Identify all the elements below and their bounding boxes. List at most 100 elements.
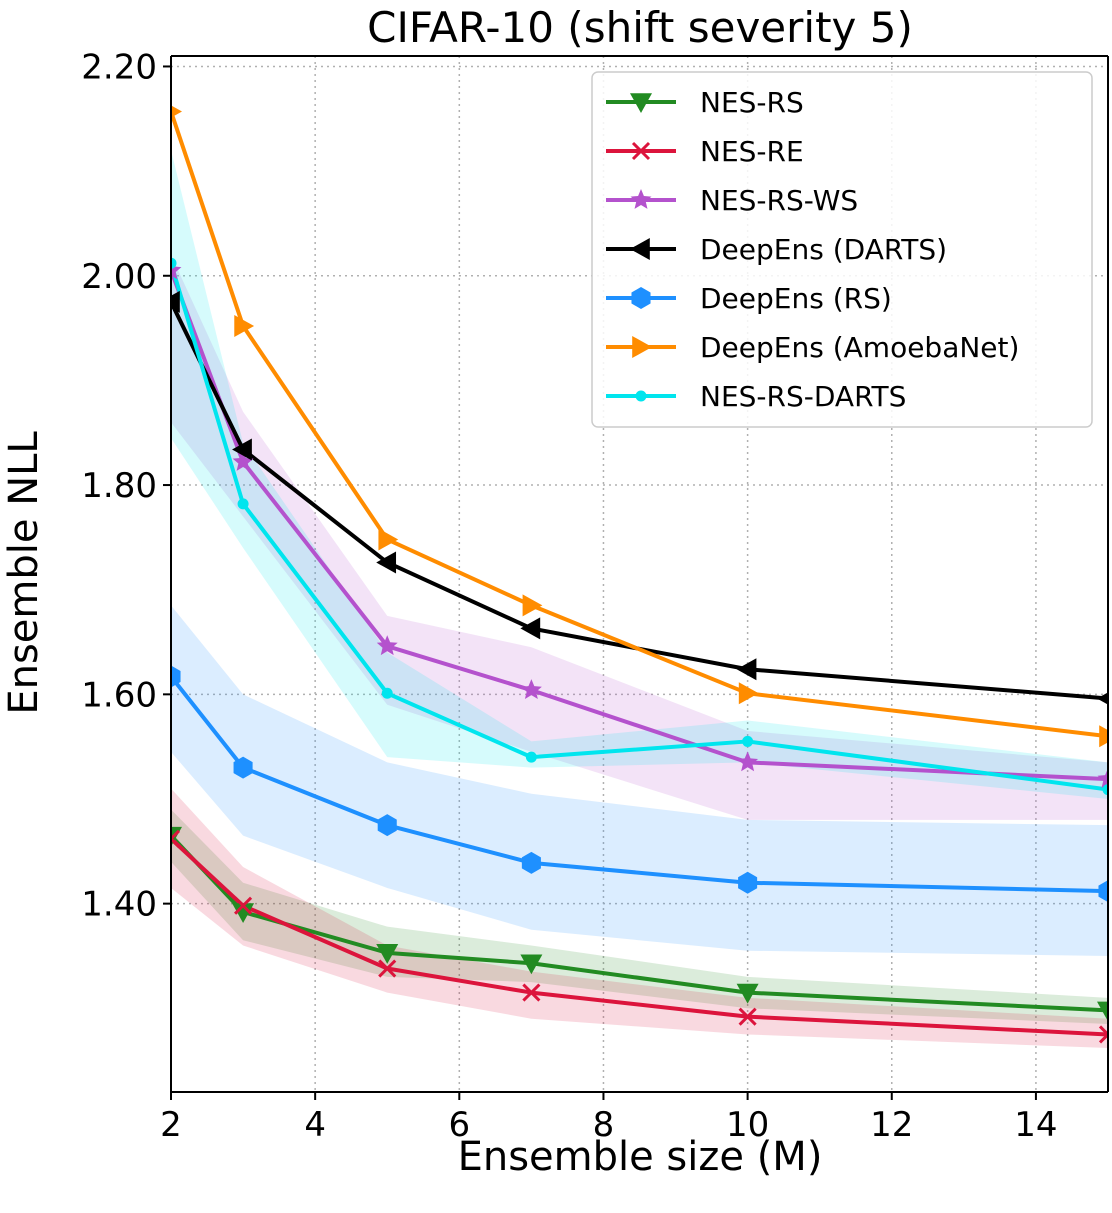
point-nes-re-stroke-b bbox=[378, 959, 397, 978]
legend-marker-nes-re bbox=[631, 141, 651, 161]
legend-entry-deepens-amoebanet: DeepEns (AmoebaNet) bbox=[606, 331, 1019, 364]
point-nes-rs-darts bbox=[381, 687, 393, 699]
point-deepens-darts bbox=[171, 290, 180, 313]
line-deepens-rs bbox=[171, 675, 1108, 894]
point-nes-rs-ws bbox=[1097, 768, 1108, 789]
y-tick-label: 1.60 bbox=[81, 675, 157, 715]
point-deepens-darts bbox=[736, 658, 757, 681]
point-nes-rs-darts bbox=[237, 498, 249, 510]
point-nes-re-stroke-b bbox=[234, 896, 253, 915]
legend-marker-nes-re-stroke-b bbox=[631, 141, 651, 161]
point-nes-re bbox=[738, 1007, 757, 1026]
y-tick-label: 1.40 bbox=[81, 885, 157, 925]
point-nes-re-stroke-b bbox=[738, 1007, 757, 1026]
point-deepens-amoebanet bbox=[738, 682, 759, 705]
point-nes-rs-ws bbox=[737, 751, 759, 772]
line-nes-rs-darts bbox=[171, 262, 1108, 792]
point-nes-re bbox=[1098, 1025, 1108, 1044]
point-nes-rs-ws bbox=[232, 451, 254, 471]
line-deepens-amoebanet bbox=[171, 110, 1108, 739]
y-tick-label: 2.20 bbox=[81, 47, 157, 87]
y-axis-title: Ensemble NLL bbox=[1, 431, 47, 715]
y-tick-label: 1.80 bbox=[81, 466, 157, 506]
legend-entry-deepens-darts: DeepEns (DARTS) bbox=[606, 233, 947, 266]
legend-label-nes-rs: NES-RS bbox=[700, 86, 804, 119]
legend-label-nes-rs-darts: NES-RS-DARTS bbox=[700, 380, 906, 413]
point-deepens-rs bbox=[738, 871, 758, 894]
point-deepens-amoebanet bbox=[234, 314, 255, 337]
legend-entry-nes-re: NES-RE bbox=[606, 135, 804, 168]
legend: NES-RS NES-RE NES-RS-WS DeepEns (DARTS) Deep… bbox=[591, 71, 1093, 428]
legend-label-deepens-darts: DeepEns (DARTS) bbox=[700, 233, 947, 266]
legend-marker-deepens-darts bbox=[630, 238, 650, 260]
point-nes-re bbox=[171, 829, 181, 848]
legend-label-deepens-amoebanet: DeepEns (AmoebaNet) bbox=[700, 331, 1019, 364]
band-nes-re bbox=[171, 788, 1108, 1049]
x-tick-label: 8 bbox=[593, 1105, 615, 1145]
point-nes-rs bbox=[736, 983, 759, 1004]
point-nes-rs-ws bbox=[520, 679, 542, 700]
point-nes-rs-ws bbox=[376, 635, 398, 656]
point-deepens-rs bbox=[521, 851, 541, 874]
line-nes-rs bbox=[171, 834, 1108, 1013]
point-nes-rs-darts bbox=[171, 257, 177, 269]
point-nes-re-stroke-a bbox=[1098, 1025, 1108, 1037]
point-nes-rs bbox=[376, 944, 399, 964]
point-nes-re-stroke-a bbox=[171, 836, 181, 848]
legend-marker-nes-rs bbox=[630, 93, 652, 113]
legend-box bbox=[591, 71, 1093, 428]
x-tick-label: 12 bbox=[870, 1105, 913, 1145]
legend-entry-nes-rs: NES-RS bbox=[606, 86, 804, 119]
point-deepens-amoebanet bbox=[171, 105, 182, 118]
x-tick-label: 10 bbox=[726, 1105, 769, 1145]
legend-entry-nes-rs-darts: NES-RS-DARTS bbox=[606, 380, 906, 413]
point-deepens-darts bbox=[232, 438, 252, 461]
point-nes-rs bbox=[232, 903, 255, 924]
legend-entry-deepens-rs: DeepEns (RS) bbox=[606, 282, 892, 315]
point-deepens-rs bbox=[377, 814, 397, 837]
legend-marker-nes-rs-ws bbox=[630, 189, 652, 209]
legend-label-deepens-rs: DeepEns (RS) bbox=[700, 282, 892, 315]
point-nes-re bbox=[234, 896, 253, 915]
plot-frame bbox=[170, 55, 1109, 1093]
point-nes-re-stroke-b bbox=[171, 829, 181, 841]
x-tick-label: 4 bbox=[304, 1105, 326, 1145]
line-nes-re bbox=[171, 837, 1108, 1037]
band-nes-rs-ws bbox=[171, 254, 1108, 820]
series-markers bbox=[171, 105, 1108, 1044]
y-tick-label: 2.00 bbox=[81, 257, 157, 297]
line-nes-rs-ws bbox=[171, 269, 1108, 782]
legend-entry-nes-rs-ws: NES-RS-WS bbox=[606, 184, 858, 217]
point-deepens-rs bbox=[233, 756, 253, 779]
point-deepens-darts bbox=[520, 617, 541, 640]
point-nes-rs-darts bbox=[742, 735, 754, 747]
point-deepens-darts bbox=[1097, 692, 1108, 705]
point-deepens-amoebanet bbox=[522, 594, 543, 617]
legend-marker-deepens-rs bbox=[631, 287, 651, 309]
legend-label-nes-rs-ws: NES-RS-WS bbox=[700, 184, 858, 217]
point-nes-re bbox=[522, 983, 541, 1002]
point-nes-re-stroke-b bbox=[1098, 1032, 1108, 1044]
x-axis-title: Ensemble size (M) bbox=[458, 1134, 823, 1180]
point-deepens-amoebanet bbox=[1099, 725, 1108, 748]
axis-ticks: 2 4 6 8 10 12 14 1.40 1.60 1.80 2.00 2.20 bbox=[81, 47, 1057, 1145]
legend-marker-nes-rs-darts bbox=[635, 390, 647, 402]
point-nes-rs-ws bbox=[171, 259, 182, 280]
point-deepens-darts bbox=[376, 551, 397, 574]
point-nes-rs bbox=[1097, 1001, 1108, 1022]
legend-label-nes-re: NES-RE bbox=[700, 135, 804, 168]
x-tick-label: 2 bbox=[160, 1105, 182, 1145]
chart-title: CIFAR-10 (shift severity 5) bbox=[367, 3, 913, 52]
x-tick-label: 14 bbox=[1014, 1105, 1057, 1145]
point-deepens-amoebanet bbox=[378, 528, 399, 551]
point-deepens-rs bbox=[1098, 880, 1108, 903]
series-lines bbox=[171, 110, 1108, 1037]
point-deepens-rs bbox=[171, 665, 181, 688]
point-nes-rs-darts bbox=[525, 751, 537, 763]
line-deepens-darts bbox=[171, 301, 1108, 701]
band-deepens-rs bbox=[171, 605, 1108, 956]
point-nes-re bbox=[378, 959, 397, 978]
x-tick-label: 6 bbox=[448, 1105, 470, 1145]
